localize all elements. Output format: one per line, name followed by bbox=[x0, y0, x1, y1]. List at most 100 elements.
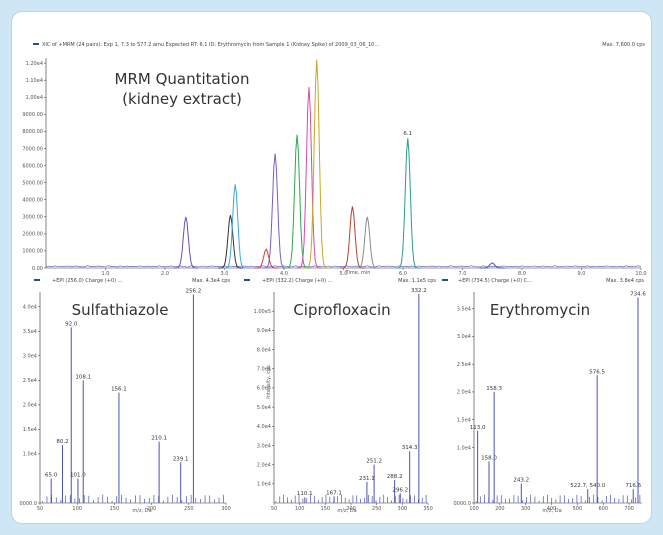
y-tick-label: 2.5e4 bbox=[457, 362, 471, 368]
spectrum-header-left: +EPI (332.2) Charge (+0) ... bbox=[262, 278, 333, 284]
x-tick-label: 200 bbox=[346, 506, 356, 512]
y-tick-label: 8.0e4 bbox=[257, 347, 271, 353]
x-tick-label: 1.0 bbox=[102, 271, 110, 277]
y-tick-label: 3.0e4 bbox=[23, 354, 37, 360]
peak-label: 243.2 bbox=[513, 478, 529, 484]
peak-label: 167.1 bbox=[326, 490, 342, 496]
x-tick-label: 10.0 bbox=[635, 271, 646, 277]
y-tick-label: 3.0e4 bbox=[457, 334, 471, 340]
peak-label: 332.2 bbox=[411, 288, 427, 294]
peak-label: 239.1 bbox=[173, 456, 189, 462]
y-tick-label: 1.00e5 bbox=[254, 309, 271, 315]
spectrum-header-2: +EPI (332.2) Charge (+0) ... Max. 1.1e5 … bbox=[244, 278, 436, 284]
y-tick-label: 7000.00 bbox=[22, 146, 43, 152]
legend-swatch bbox=[33, 43, 39, 45]
chromatogram-title-line1: MRM Quantitation bbox=[115, 70, 250, 88]
y-tick-label: 4.0e4 bbox=[257, 424, 271, 430]
spectrum-header-left: +EPI (256.0) Charge (+0) ... bbox=[52, 278, 123, 284]
peak-trace bbox=[222, 184, 248, 269]
legend-swatch bbox=[34, 279, 40, 281]
chromatogram-header-left: XIC of +MRM (24 pairs): Exp 1, 7.3 to 57… bbox=[42, 42, 380, 48]
y-tick-label: 2.0e4 bbox=[457, 390, 471, 396]
y-tick-label: 9000.00 bbox=[22, 112, 43, 118]
figure-panel: XIC of +MRM (24 pairs): Exp 1, 7.3 to 57… bbox=[12, 12, 651, 523]
peak-label: 522.7, 540.0 bbox=[570, 483, 605, 489]
y-tick-label: 1.10e4 bbox=[26, 78, 43, 84]
x-tick-label: 300 bbox=[521, 506, 531, 512]
spectrum-header-right: Max. 1.1e5 cps bbox=[398, 278, 436, 284]
y-tick-label: 1.5e4 bbox=[457, 418, 471, 424]
chromatogram-chart: 0.00 1000.00 2000.00 3000.00 4000.00 5000.00 6… bbox=[22, 58, 647, 277]
y-tick-label: 1.00e4 bbox=[26, 95, 43, 101]
peak-label: 314.3 bbox=[402, 445, 418, 451]
x-tick-label: 150 bbox=[110, 506, 120, 512]
spectrum-header-3: +EPI (734.5) Charge (+0) C... Max. 3.8e4… bbox=[442, 278, 644, 284]
peak-label: 108.1 bbox=[75, 374, 91, 380]
x-tick-label: 4.0 bbox=[280, 271, 288, 277]
spectrum-header-1: +EPI (256.0) Charge (+0) ... Max. 4.3e4 … bbox=[34, 278, 230, 284]
y-tick-label: 1.0e4 bbox=[257, 482, 271, 488]
y-tick-label: 6000.00 bbox=[22, 163, 43, 169]
peak-trace bbox=[339, 206, 365, 269]
spectrum-header-right: Max. 3.8e4 cps bbox=[606, 278, 644, 284]
peak-trace bbox=[395, 138, 421, 269]
x-tick-label: 500 bbox=[573, 506, 583, 512]
peak-label: 734.6 bbox=[630, 292, 646, 298]
y-tick-label: 3.5e4 bbox=[23, 329, 37, 335]
spectrum-header-left: +EPI (734.5) Charge (+0) C... bbox=[458, 278, 532, 284]
peak-label: 210.1 bbox=[151, 436, 167, 442]
spectrum-title-erythromycin: Erythromycin bbox=[490, 301, 590, 319]
x-tick-label: 7.0 bbox=[459, 271, 467, 277]
sulfathiazole-spectrum-chart: 0000.0 1.0e4 1.5e4 2.0e4 2.5e4 3.0e4 3.5e4 4.0e… bbox=[20, 288, 231, 512]
x-tick-label: 300 bbox=[221, 506, 231, 512]
y-tick-label: 0.00 bbox=[32, 266, 43, 272]
peak-trace bbox=[479, 262, 505, 269]
baseline-trace bbox=[45, 265, 642, 268]
x-tick-label: 9.0 bbox=[578, 271, 586, 277]
ciprofloxacin-spectrum-chart: 1.0e4 2.0e4 3.0e4 4.0e4 5.0e4 6.0e4 7.0e4 8.0e4… bbox=[254, 288, 433, 512]
x-tick-label: 250 bbox=[184, 506, 194, 512]
x-tick-label: 3.0 bbox=[221, 271, 229, 277]
spectrum-header-right: Max. 4.3e4 cps bbox=[192, 278, 230, 284]
peak-label: 231.1 bbox=[359, 476, 375, 482]
chromatogram-title-line2: (kidney extract) bbox=[122, 90, 242, 108]
peak-trace bbox=[262, 153, 288, 269]
peak-label: 65.0 bbox=[45, 472, 58, 478]
peak-label: 576.5 bbox=[589, 369, 605, 375]
x-tick-label: 700 bbox=[624, 506, 634, 512]
y-tick-label: 2000.00 bbox=[22, 232, 43, 238]
x-tick-label: 200 bbox=[495, 506, 505, 512]
peak-trace bbox=[218, 214, 243, 269]
peak-trace bbox=[354, 216, 380, 269]
y-tick-label: 9.0e4 bbox=[257, 328, 271, 334]
x-tick-label: 600 bbox=[598, 506, 608, 512]
peak-label: 156.1 bbox=[111, 387, 127, 393]
peak-trace bbox=[296, 86, 322, 269]
y-tick-label: 0000.0 bbox=[454, 501, 472, 507]
x-tick-label: 300 bbox=[398, 506, 408, 512]
legend-swatch bbox=[244, 279, 250, 281]
x-tick-label: 5.0 bbox=[340, 271, 348, 277]
y-tick-label: 1.20e4 bbox=[26, 61, 43, 67]
x-tick-label: 6.0 bbox=[399, 271, 407, 277]
y-tick-label: 5000.00 bbox=[22, 180, 43, 186]
y-tick-label: 3000.00 bbox=[22, 215, 43, 221]
x-tick-label: 250 bbox=[372, 506, 382, 512]
y-tick-label: 3.5e4 bbox=[457, 306, 471, 312]
y-tick-label: 2.0e4 bbox=[23, 403, 37, 409]
peak-label: 288.2 bbox=[387, 474, 403, 480]
peak-label: 158.3 bbox=[486, 386, 502, 392]
x-tick-label: 150 bbox=[321, 506, 331, 512]
peak-label: 256.2 bbox=[186, 288, 202, 294]
legend-swatch bbox=[442, 279, 448, 281]
x-tick-label: 350 bbox=[423, 506, 433, 512]
erythromycin-spectrum-chart: 0000.0 1.0e4 1.5e4 2.0e4 2.5e4 3.0e4 3.5e4 100 2… bbox=[454, 292, 647, 512]
x-tick-label: 400 bbox=[547, 506, 557, 512]
y-tick-label: 1.0e4 bbox=[23, 452, 37, 458]
peak-annotation: 6.1 bbox=[403, 131, 412, 137]
x-tick-label: 2.0 bbox=[161, 271, 169, 277]
x-tick-label: 200 bbox=[147, 506, 157, 512]
y-tick-label: 4000.00 bbox=[22, 198, 43, 204]
x-tick-label: 50 bbox=[271, 506, 277, 512]
y-tick-label: 8000.00 bbox=[22, 129, 43, 135]
